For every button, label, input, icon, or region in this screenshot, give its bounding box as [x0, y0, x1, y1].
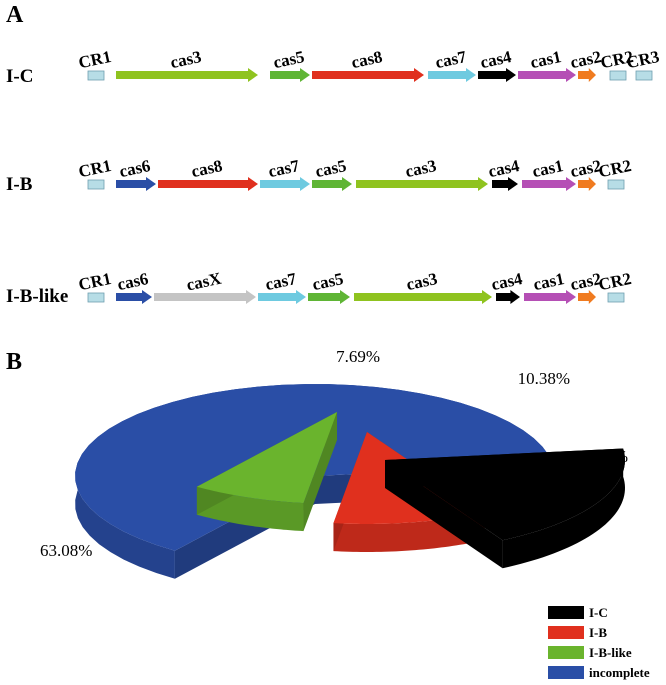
gene-arrow	[524, 290, 576, 304]
gene-arrow	[578, 68, 596, 82]
legend-swatch	[548, 626, 584, 639]
gene-arrow	[270, 68, 310, 82]
crispr-repeat-block	[607, 179, 625, 190]
crispr-repeat-block	[635, 70, 653, 81]
pie-slice-label: 63.08%	[40, 541, 92, 560]
gene-label: cas3	[404, 156, 438, 181]
gene-arrow	[312, 68, 424, 82]
pie-slice-label: 10.38%	[518, 369, 570, 388]
gene-label: CR2	[597, 269, 633, 294]
gene-arrow	[356, 177, 488, 191]
gene-arrow	[518, 68, 576, 82]
panel-b-letter: B	[6, 349, 22, 375]
gene-label: cas6	[118, 156, 152, 181]
pie-slice-cut	[385, 460, 503, 569]
gene-label: cas1	[529, 47, 563, 72]
gene-label: cas3	[405, 269, 439, 294]
gene-arrow	[578, 177, 596, 191]
gene-label: cas5	[272, 47, 306, 72]
gene-label: cas3	[169, 47, 203, 72]
gene-arrow	[522, 177, 576, 191]
gene-arrow	[116, 290, 152, 304]
legend-item: incomplete	[548, 665, 650, 680]
legend: I-C I-B I-B-like incomplete	[548, 605, 650, 680]
gene-label: casX	[185, 269, 224, 295]
pie-slice-label: 7.69%	[336, 347, 380, 366]
pie-slice-i-c: 18.85%	[385, 447, 628, 569]
gene-label: cas5	[311, 269, 345, 294]
row-label: I-B-like	[6, 286, 68, 307]
gene-arrow	[354, 290, 492, 304]
gene-label: CR1	[77, 47, 113, 72]
pie-slice-side	[502, 448, 625, 569]
gene-arrow	[428, 68, 476, 82]
gene-label: cas5	[314, 156, 348, 181]
legend-item: I-B-like	[548, 645, 632, 660]
gene-arrow	[312, 177, 352, 191]
gene-arrow	[578, 290, 596, 304]
gene-arrow	[154, 290, 256, 304]
gene-label: cas7	[434, 47, 469, 72]
legend-label: I-B-like	[589, 645, 632, 660]
gene-label: cas1	[531, 156, 565, 181]
crispr-repeat-block	[609, 70, 627, 81]
row-label: I-C	[6, 66, 33, 87]
pie-slice-i-b-like: 7.69%	[196, 347, 380, 532]
legend-swatch	[548, 646, 584, 659]
pie-slice-top	[196, 412, 337, 504]
pie-slice-top	[385, 448, 625, 541]
gene-arrow	[478, 68, 516, 82]
gene-label: cas8	[190, 156, 224, 181]
gene-arrow	[496, 290, 520, 304]
gene-arrow	[258, 290, 306, 304]
gene-label: cas7	[264, 269, 299, 294]
crispr-repeat-block	[87, 292, 105, 303]
pie-slice-label: 18.85%	[576, 447, 628, 466]
legend-label: I-C	[589, 605, 608, 620]
crispr-repeat-block	[607, 292, 625, 303]
gene-label: CR1	[77, 156, 113, 181]
crispr-repeat-block	[87, 70, 105, 81]
gene-arrow	[116, 177, 156, 191]
panel-a-letter: A	[6, 2, 24, 28]
gene-label: cas2	[569, 47, 603, 72]
gene-label: cas4	[487, 156, 522, 181]
legend-item: I-B	[548, 625, 607, 640]
legend-label: incomplete	[589, 665, 650, 680]
pie-chart: 63.08% 7.69% 10.38% 18.85%	[40, 347, 628, 579]
gene-label: cas7	[267, 156, 302, 181]
gene-label: cas1	[532, 269, 566, 294]
gene-arrow	[158, 177, 258, 191]
crispr-repeat-block	[87, 179, 105, 190]
row-label: I-B	[6, 174, 33, 195]
gene-arrow	[260, 177, 310, 191]
legend-item: I-C	[548, 605, 608, 620]
gene-label: CR2	[597, 156, 633, 181]
legend-swatch	[548, 666, 584, 679]
gene-arrow	[308, 290, 350, 304]
legend-label: I-B	[589, 625, 607, 640]
legend-swatch	[548, 606, 584, 619]
gene-arrow	[492, 177, 518, 191]
gene-label: cas6	[116, 269, 150, 294]
gene-label: cas8	[350, 47, 384, 72]
gene-label: cas4	[479, 47, 514, 72]
gene-label: CR1	[77, 269, 113, 294]
gene-arrow	[116, 68, 258, 82]
gene-label: cas4	[490, 269, 525, 294]
